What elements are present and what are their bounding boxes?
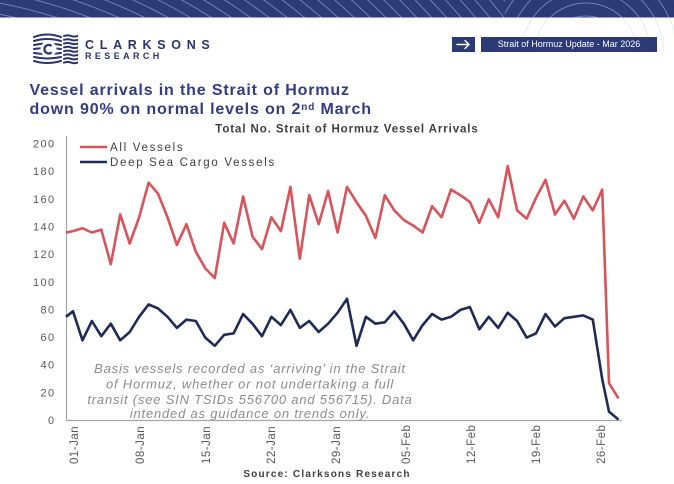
- svg-text:05-Feb: 05-Feb: [401, 425, 413, 464]
- svg-text:transit (see SIN TSIDs 556700: transit (see SIN TSIDs 556700 and 556715…: [87, 392, 412, 407]
- svg-text:20: 20: [40, 387, 55, 399]
- svg-text:Total No. Strait of Hormuz Ves: Total No. Strait of Hormuz Vessel Arriva…: [215, 124, 478, 136]
- svg-text:All Vessels: All Vessels: [110, 142, 184, 154]
- svg-text:of Hormuz, whether or not unde: of Hormuz, whether or not undertaking a …: [106, 377, 394, 392]
- svg-text:0: 0: [48, 415, 56, 427]
- svg-text:Basis vessels recorded as ‘arr: Basis vessels recorded as ‘arriving’ in …: [94, 361, 406, 376]
- svg-text:80: 80: [40, 304, 55, 316]
- svg-text:08-Jan: 08-Jan: [135, 426, 147, 464]
- svg-text:01-Jan: 01-Jan: [69, 426, 81, 464]
- svg-text:Source: Clarksons Research: Source: Clarksons Research: [243, 469, 410, 480]
- svg-text:29-Jan: 29-Jan: [331, 426, 343, 464]
- svg-text:15-Jan: 15-Jan: [201, 426, 213, 464]
- svg-text:120: 120: [33, 249, 56, 261]
- svg-text:intended as guidance on trends: intended as guidance on trends only.: [130, 406, 370, 421]
- svg-text:19-Feb: 19-Feb: [531, 425, 543, 464]
- svg-text:140: 140: [33, 222, 56, 234]
- svg-text:12-Feb: 12-Feb: [466, 425, 478, 464]
- svg-text:100: 100: [33, 277, 56, 289]
- svg-text:Deep Sea Cargo Vessels: Deep Sea Cargo Vessels: [110, 157, 276, 169]
- svg-text:60: 60: [40, 332, 55, 344]
- svg-text:26-Feb: 26-Feb: [596, 425, 608, 464]
- svg-text:22-Jan: 22-Jan: [266, 426, 278, 464]
- svg-text:200: 200: [33, 139, 56, 151]
- svg-text:160: 160: [33, 194, 56, 206]
- svg-text:40: 40: [40, 360, 55, 372]
- svg-text:180: 180: [33, 166, 56, 178]
